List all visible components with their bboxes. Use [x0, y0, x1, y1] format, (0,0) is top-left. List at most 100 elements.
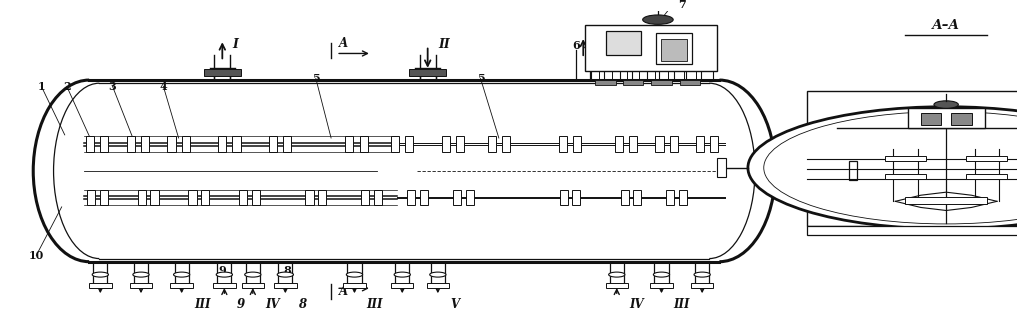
- Circle shape: [394, 272, 410, 277]
- Bar: [181, 136, 189, 152]
- Bar: [606, 31, 641, 55]
- Bar: [213, 283, 235, 288]
- Bar: [623, 80, 643, 85]
- Bar: [560, 190, 568, 205]
- Text: III: III: [674, 298, 690, 311]
- Bar: [127, 136, 135, 152]
- Bar: [137, 190, 146, 205]
- Bar: [391, 136, 399, 152]
- Bar: [905, 198, 986, 204]
- Circle shape: [934, 101, 958, 108]
- Bar: [572, 190, 580, 205]
- Circle shape: [133, 272, 149, 277]
- Text: 5: 5: [312, 73, 320, 84]
- Bar: [907, 108, 984, 128]
- Bar: [151, 190, 159, 205]
- Circle shape: [346, 272, 362, 277]
- Bar: [283, 136, 291, 152]
- Bar: [427, 283, 449, 288]
- Text: 8: 8: [283, 265, 291, 276]
- Text: 10: 10: [29, 250, 44, 261]
- Bar: [442, 136, 450, 152]
- Bar: [453, 190, 461, 205]
- Text: II: II: [438, 38, 450, 51]
- Text: I: I: [232, 38, 238, 51]
- Bar: [456, 136, 464, 152]
- Bar: [87, 136, 95, 152]
- Text: 3: 3: [109, 81, 116, 92]
- Bar: [241, 283, 264, 288]
- Bar: [666, 190, 674, 205]
- Circle shape: [748, 107, 1018, 229]
- Bar: [140, 136, 149, 152]
- Bar: [419, 190, 428, 205]
- Bar: [657, 33, 692, 64]
- Circle shape: [93, 272, 109, 277]
- Bar: [130, 283, 152, 288]
- Bar: [188, 190, 196, 205]
- Bar: [202, 190, 210, 205]
- Text: 7: 7: [678, 0, 685, 10]
- Bar: [405, 136, 413, 152]
- Bar: [711, 136, 719, 152]
- Bar: [629, 136, 637, 152]
- Circle shape: [244, 272, 261, 277]
- Bar: [849, 162, 857, 180]
- Text: A: A: [339, 285, 348, 298]
- Text: III: III: [366, 298, 383, 311]
- Bar: [269, 136, 277, 152]
- Circle shape: [654, 272, 670, 277]
- Circle shape: [694, 272, 711, 277]
- Text: IV: IV: [629, 298, 643, 311]
- Bar: [232, 136, 240, 152]
- Circle shape: [764, 111, 1018, 224]
- Text: V: V: [450, 298, 459, 311]
- Bar: [343, 283, 365, 288]
- Bar: [606, 283, 628, 288]
- Bar: [718, 158, 726, 177]
- Circle shape: [277, 272, 293, 277]
- Bar: [239, 190, 247, 205]
- Circle shape: [216, 272, 232, 277]
- Bar: [966, 175, 1007, 179]
- Bar: [345, 136, 353, 152]
- Text: А–А: А–А: [932, 19, 960, 32]
- Text: A: A: [339, 37, 348, 50]
- Bar: [409, 69, 446, 76]
- Text: 5: 5: [476, 73, 485, 84]
- Bar: [252, 190, 261, 205]
- Bar: [305, 190, 314, 205]
- Bar: [680, 80, 700, 85]
- Bar: [651, 283, 673, 288]
- Text: 4: 4: [160, 81, 167, 92]
- Bar: [633, 190, 641, 205]
- Bar: [656, 136, 664, 152]
- Bar: [204, 69, 240, 76]
- Circle shape: [642, 15, 673, 24]
- Text: III: III: [193, 298, 211, 311]
- Text: 8: 8: [297, 298, 305, 311]
- Bar: [670, 136, 678, 152]
- Bar: [621, 190, 629, 205]
- Text: 2: 2: [63, 81, 70, 92]
- Bar: [391, 283, 413, 288]
- Bar: [502, 136, 510, 152]
- Bar: [359, 136, 367, 152]
- Circle shape: [430, 272, 446, 277]
- Text: 9: 9: [219, 265, 226, 276]
- Bar: [691, 283, 714, 288]
- Bar: [615, 136, 623, 152]
- Bar: [488, 136, 496, 152]
- Bar: [951, 113, 971, 125]
- Text: 9: 9: [236, 298, 244, 311]
- Bar: [966, 156, 1007, 161]
- Bar: [585, 25, 718, 71]
- Bar: [407, 190, 415, 205]
- Bar: [920, 113, 941, 125]
- Bar: [374, 190, 382, 205]
- Bar: [885, 156, 925, 161]
- Bar: [679, 190, 687, 205]
- Bar: [101, 136, 109, 152]
- Bar: [218, 136, 226, 152]
- Bar: [170, 283, 192, 288]
